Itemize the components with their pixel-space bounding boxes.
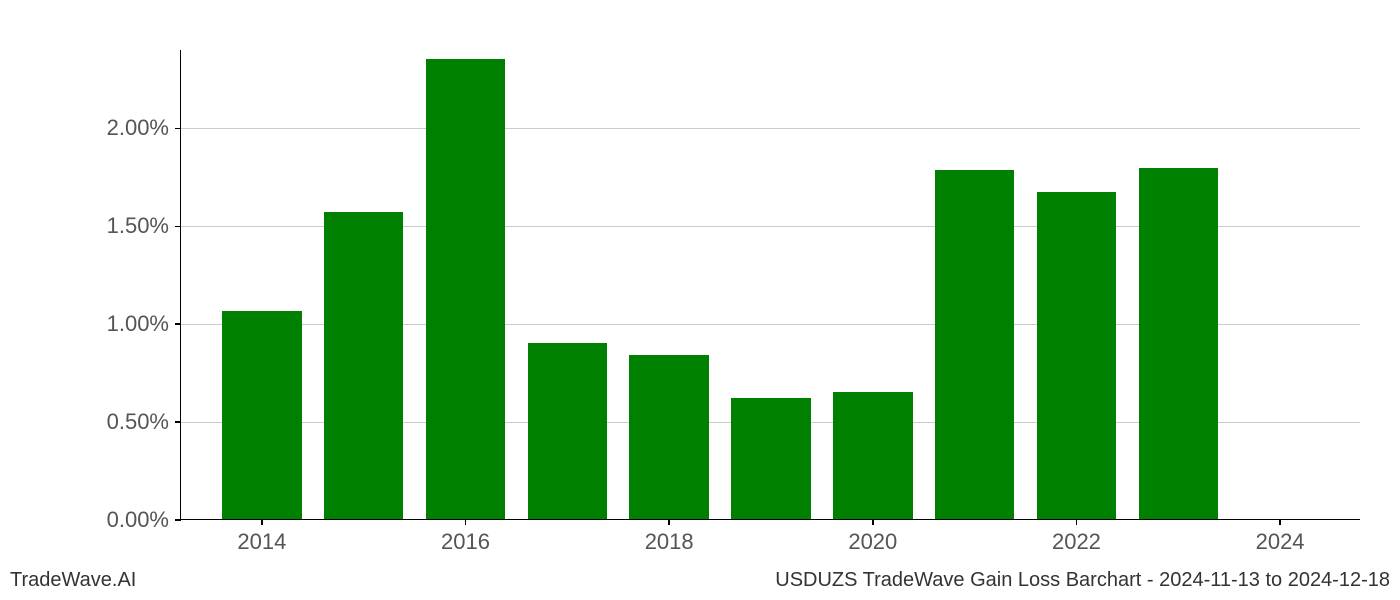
bar-2022 bbox=[1037, 192, 1116, 519]
footer-right-caption: USDUZS TradeWave Gain Loss Barchart - 20… bbox=[775, 569, 1390, 592]
x-tick-label: 2024 bbox=[1256, 519, 1305, 555]
bar-2021 bbox=[935, 170, 1014, 519]
y-tick-label: 1.50% bbox=[107, 213, 181, 239]
plot-region: 0.00%0.50%1.00%1.50%2.00%201420162018202… bbox=[180, 50, 1360, 520]
bar-2020 bbox=[833, 392, 912, 519]
bar-2023 bbox=[1139, 168, 1218, 519]
footer-left-brand: TradeWave.AI bbox=[10, 569, 136, 592]
bar-2015 bbox=[324, 212, 403, 519]
bar-chart: 0.00%0.50%1.00%1.50%2.00%201420162018202… bbox=[180, 50, 1360, 520]
y-tick-label: 2.00% bbox=[107, 115, 181, 141]
x-tick-label: 2016 bbox=[441, 519, 490, 555]
bar-2014 bbox=[222, 311, 301, 519]
bar-2018 bbox=[629, 355, 708, 520]
x-tick-label: 2018 bbox=[645, 519, 694, 555]
y-tick-label: 0.00% bbox=[107, 507, 181, 533]
y-gridline bbox=[181, 128, 1360, 129]
bar-2019 bbox=[731, 398, 810, 519]
x-tick-label: 2014 bbox=[237, 519, 286, 555]
y-tick-label: 1.00% bbox=[107, 311, 181, 337]
y-tick-label: 0.50% bbox=[107, 409, 181, 435]
x-tick-label: 2022 bbox=[1052, 519, 1101, 555]
x-tick-label: 2020 bbox=[848, 519, 897, 555]
bar-2017 bbox=[528, 343, 607, 519]
bar-2016 bbox=[426, 59, 505, 519]
